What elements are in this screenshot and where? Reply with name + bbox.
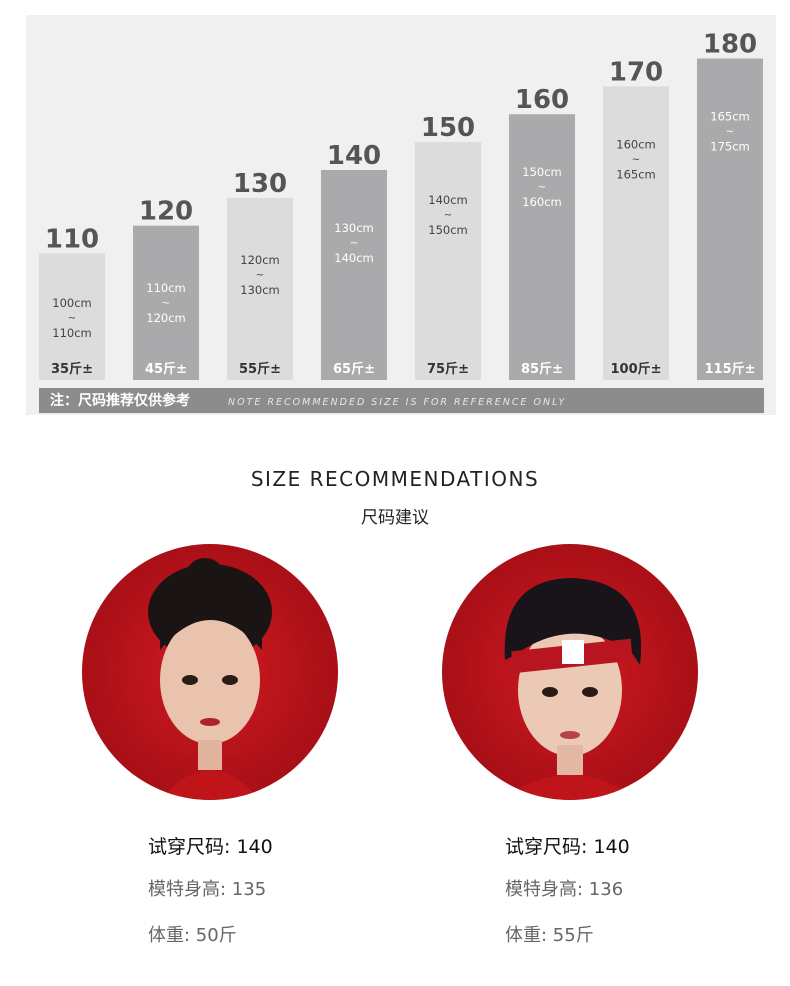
- weight-label: 55斤±: [239, 361, 281, 377]
- range-mark: ~: [632, 154, 640, 165]
- weight-label: 75斤±: [427, 361, 469, 377]
- weight-label: 115斤±: [704, 361, 755, 377]
- height-from: 100cm: [52, 296, 91, 310]
- range-mark: ~: [444, 210, 452, 221]
- model-photo-2: [442, 544, 698, 800]
- size-label: 110: [45, 225, 99, 255]
- try-size: 试穿尺码: 140: [505, 836, 630, 858]
- height-from: 150cm: [522, 165, 561, 179]
- model-height: 模特身高: 136: [505, 879, 623, 900]
- weight-label: 65斤±: [333, 361, 375, 377]
- height-from: 165cm: [710, 110, 749, 124]
- model-weight: 体重: 55斤: [505, 925, 594, 946]
- range-mark: ~: [162, 298, 170, 309]
- note-en: NOTE RECOMMENDED SIZE IS FOR REFERENCE O…: [228, 397, 566, 408]
- height-to: 160cm: [522, 195, 561, 209]
- height-from: 140cm: [428, 193, 467, 207]
- height-from: 160cm: [616, 137, 655, 151]
- size-bar: [227, 197, 293, 380]
- height-to: 175cm: [710, 140, 749, 154]
- range-mark: ~: [726, 127, 734, 138]
- model-photo-1: [82, 544, 338, 800]
- size-label: 170: [609, 57, 663, 87]
- range-mark: ~: [68, 313, 76, 324]
- height-to: 110cm: [52, 326, 91, 340]
- size-bar: [39, 253, 105, 380]
- try-size: 试穿尺码: 140: [148, 836, 273, 858]
- size-bar: [697, 58, 763, 381]
- size-label: 130: [233, 169, 287, 199]
- size-label: 160: [515, 85, 569, 115]
- model-weight: 体重: 50斤: [148, 925, 237, 946]
- size-label: 150: [421, 113, 475, 143]
- size-label: 180: [703, 30, 757, 60]
- size-bar: [603, 86, 669, 380]
- size-bar: [509, 114, 575, 381]
- height-from: 130cm: [334, 221, 373, 235]
- weight-label: 45斤±: [145, 361, 187, 377]
- range-mark: ~: [538, 182, 546, 193]
- size-bars: 110 100cm ~110cm 35斤± 120 110cm ~120cm 45斤± 130 1…: [39, 30, 763, 381]
- weight-label: 85斤±: [521, 361, 563, 377]
- range-mark: ~: [350, 238, 358, 249]
- size-bar: [415, 142, 481, 380]
- section-title: SIZE RECOMMENDATIONS: [251, 467, 539, 491]
- section-subtitle: 尺码建议: [361, 508, 429, 528]
- height-from: 110cm: [146, 281, 185, 295]
- model-height: 模特身高: 135: [148, 879, 266, 900]
- note-cn: 注：尺码推荐仅供参考: [50, 392, 190, 409]
- size-bar: [133, 225, 199, 380]
- note-bar: [39, 388, 764, 413]
- range-mark: ~: [256, 270, 264, 281]
- height-to: 150cm: [428, 223, 467, 237]
- weight-label: 35斤±: [51, 361, 93, 377]
- height-from: 120cm: [240, 253, 279, 267]
- weight-label: 100斤±: [610, 361, 661, 377]
- height-to: 130cm: [240, 283, 279, 297]
- size-bar: [321, 169, 387, 380]
- height-to: 165cm: [616, 167, 655, 181]
- size-label: 120: [139, 197, 193, 227]
- size-label: 140: [327, 141, 381, 171]
- height-to: 120cm: [146, 311, 185, 325]
- height-to: 140cm: [334, 251, 373, 265]
